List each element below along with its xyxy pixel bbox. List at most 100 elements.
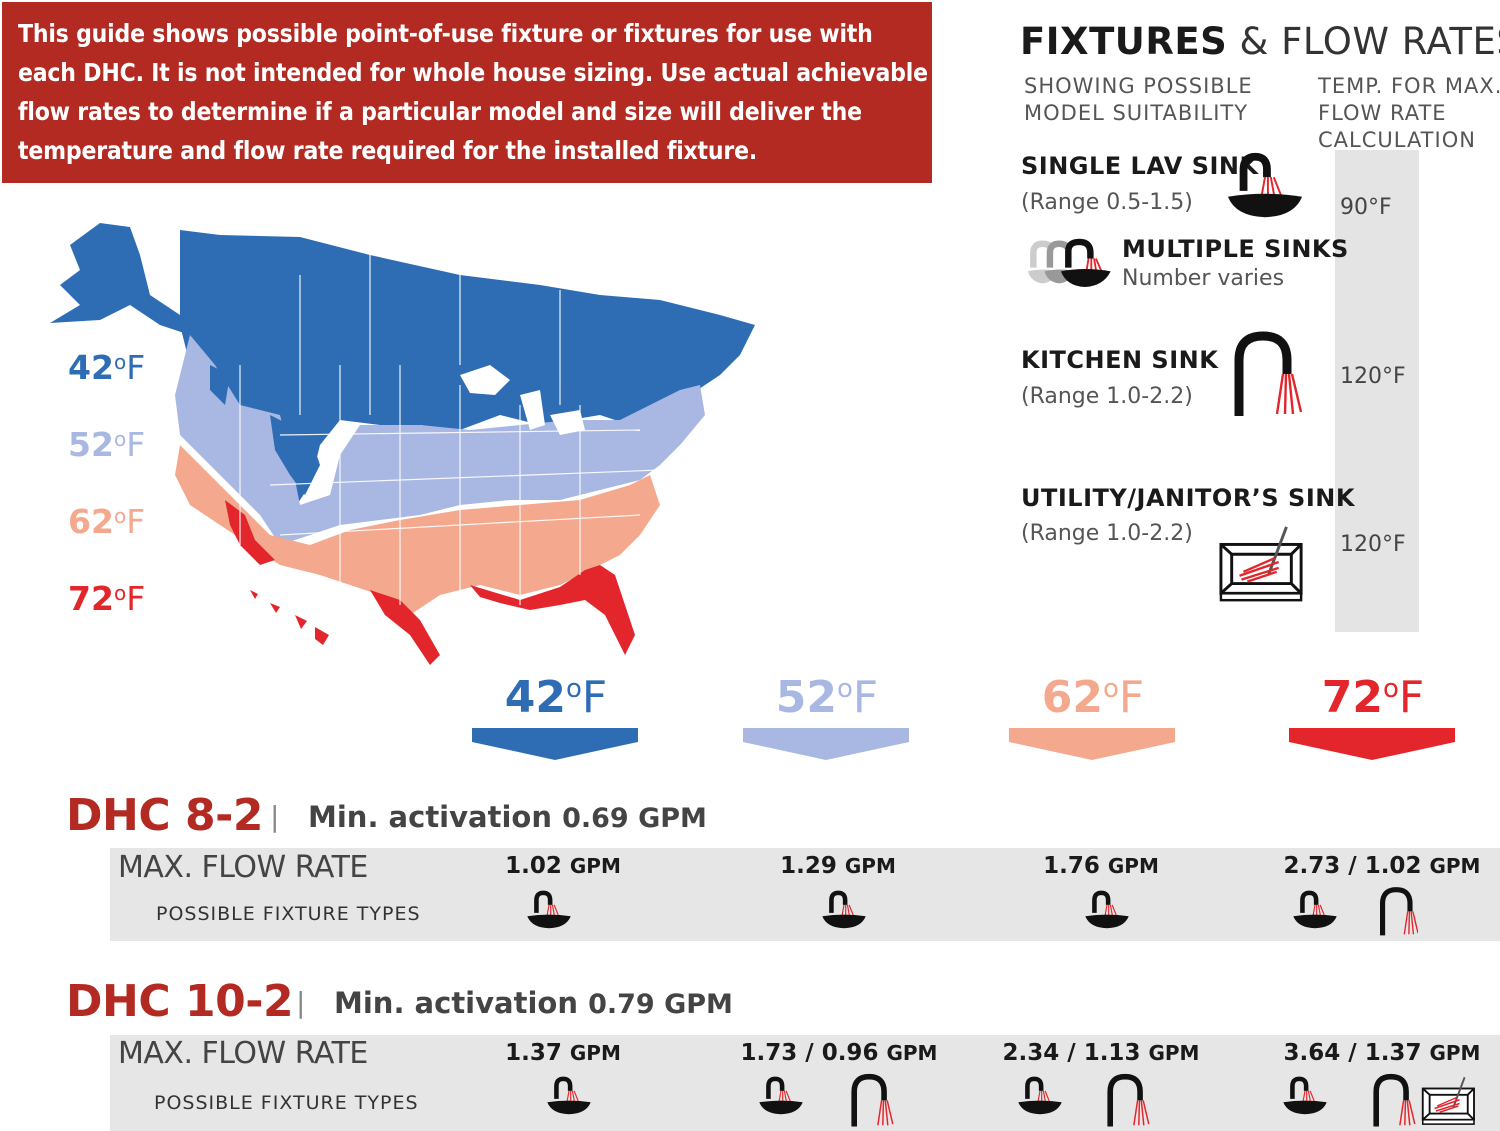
temp-header-value: 42 (504, 672, 566, 723)
flow-rate-unit: GPM (1429, 1041, 1481, 1065)
temp-header-value: 62 (1041, 672, 1103, 723)
temp-header-unit: F (1398, 672, 1425, 723)
map-legend-72: 72oF (68, 579, 145, 618)
fixture-name: KITCHEN SINK (1021, 346, 1219, 374)
map-legend-degree: o (113, 581, 127, 605)
min-activation: Min. activation 0.69 GPM (308, 800, 707, 834)
flow-rate-unit: GPM (844, 854, 896, 878)
lav-sink-icon (546, 1076, 592, 1116)
legend-col2-header: TEMP. FOR MAX. FLOW RATE CALCULATION (1318, 73, 1500, 154)
legend-col2-line: FLOW RATE (1318, 101, 1447, 125)
map-legend-degree: o (113, 427, 127, 451)
min-activation-value: 0.79 GPM (588, 989, 733, 1020)
max-flow-rate-label: MAX. FLOW RATE (118, 1036, 368, 1071)
flow-rate-unit: GPM (569, 1041, 621, 1065)
map-legend-62: 62oF (68, 502, 145, 541)
flow-rate-value: 3.64 / 1.37 (1283, 1040, 1422, 1066)
flow-rate-52: 1.73 / 0.96 GPM (728, 1040, 950, 1066)
lav-sink-icon (1226, 150, 1304, 222)
fixture-temp: 120°F (1340, 364, 1406, 389)
possible-fixture-types-label: POSSIBLE FIXTURE TYPES (154, 1092, 419, 1114)
legend-col1-line: SHOWING POSSIBLE (1024, 74, 1253, 98)
flow-rate-value: 1.02 (505, 853, 562, 879)
flow-rate-unit: GPM (1148, 1041, 1200, 1065)
temp-header-72: 72oF (1273, 672, 1473, 723)
temp-arrow-52 (743, 728, 909, 760)
fixture-range: Number varies (1122, 266, 1285, 291)
legend-title-rest: & FLOW RATES (1239, 20, 1500, 63)
banner-line: This guide shows possible point-of-use f… (18, 19, 873, 48)
temp-arrow-62 (1009, 728, 1175, 760)
flow-rate-72: 3.64 / 1.37 GPM (1271, 1040, 1493, 1066)
flow-rate-value: 1.29 (780, 853, 837, 879)
flow-rate-unit: GPM (886, 1041, 938, 1065)
temp-header-degree: o (566, 674, 582, 704)
banner-line: temperature and flow rate required for t… (18, 136, 757, 165)
fixture-name: MULTIPLE SINKS (1122, 235, 1349, 263)
min-activation-value: 0.69 GPM (562, 803, 707, 834)
temp-header-degree: o (1103, 674, 1119, 704)
lav-sink-icon (821, 890, 867, 930)
lav-sink-icon (1084, 890, 1130, 930)
legend-col2-line: TEMP. FOR MAX. (1318, 74, 1500, 98)
map-legend-value: 42 (68, 348, 114, 387)
utility-sink-icon (1420, 1076, 1478, 1126)
legend-title-bold: FIXTURES (1020, 20, 1228, 63)
legend-col2-line: CALCULATION (1318, 128, 1476, 152)
map-legend-unit: F (126, 502, 146, 541)
kitchen-faucet-icon (1370, 1073, 1416, 1129)
temp-header-unit: F (852, 672, 879, 723)
map-legend-unit: F (126, 425, 146, 464)
utility-sink-icon (1218, 522, 1306, 606)
legend-col1-header: SHOWING POSSIBLE MODEL SUITABILITY (1024, 73, 1253, 127)
banner-line: flow rates to determine if a particular … (18, 97, 862, 126)
lav-sink-icon (758, 1076, 804, 1116)
multiple-sinks-icon (1026, 236, 1118, 292)
temp-header-unit: F (1118, 672, 1145, 723)
temp-header-unit: F (581, 672, 608, 723)
temp-header-value: 72 (1321, 672, 1383, 723)
model-row-background (110, 848, 1500, 941)
flow-rate-42: 1.02 GPM (463, 853, 663, 879)
max-flow-rate-label: MAX. FLOW RATE (118, 850, 368, 885)
possible-fixture-types-label: POSSIBLE FIXTURE TYPES (156, 903, 421, 925)
map-legend-degree: o (113, 350, 127, 374)
lav-sink-icon (1017, 1076, 1063, 1116)
flow-rate-unit: GPM (1429, 854, 1481, 878)
legend-title: FIXTURES & FLOW RATES (1020, 20, 1500, 63)
kitchen-faucet-icon (1378, 886, 1418, 938)
temp-header-value: 52 (775, 672, 837, 723)
fixture-name: UTILITY/JANITOR’S SINK (1021, 484, 1355, 512)
map-region-52f (175, 335, 705, 545)
flow-rate-62: 2.34 / 1.13 GPM (990, 1040, 1212, 1066)
legend-col1-line: MODEL SUITABILITY (1024, 101, 1249, 125)
map-legend-degree: o (113, 504, 127, 528)
fixture-temp: 90°F (1340, 195, 1392, 220)
flow-rate-72: 2.73 / 1.02 GPM (1271, 853, 1493, 879)
flow-rate-value: 1.76 (1043, 853, 1100, 879)
north-america-temperature-map (50, 223, 755, 665)
kitchen-faucet-icon (846, 1073, 896, 1129)
temp-header-42: 42oF (456, 672, 656, 723)
min-activation-label: Min. activation (334, 986, 578, 1020)
map-legend-42: 42oF (68, 348, 145, 387)
map-legend-52: 52oF (68, 425, 145, 464)
lav-sink-icon (1292, 890, 1338, 930)
fixture-name: SINGLE LAV SINK (1021, 152, 1259, 180)
fixture-range: (Range 0.5-1.5) (1021, 190, 1193, 215)
temp-header-degree: o (837, 674, 853, 704)
temp-arrow-72 (1289, 728, 1455, 760)
map-region-alaska (50, 223, 190, 335)
map-legend-value: 52 (68, 425, 114, 464)
map-legend-value: 62 (68, 502, 114, 541)
temp-column (1335, 150, 1419, 632)
min-activation: Min. activation 0.79 GPM (334, 986, 733, 1020)
kitchen-faucet-icon (1230, 330, 1302, 420)
min-activation-label: Min. activation (308, 800, 552, 834)
map-legend-value: 72 (68, 579, 114, 618)
map-region-62f (175, 445, 660, 615)
separator: | (270, 800, 280, 833)
temp-arrow-42 (472, 728, 638, 760)
model-row-background (110, 1035, 1500, 1131)
flow-rate-value: 2.73 / 1.02 (1283, 853, 1422, 879)
